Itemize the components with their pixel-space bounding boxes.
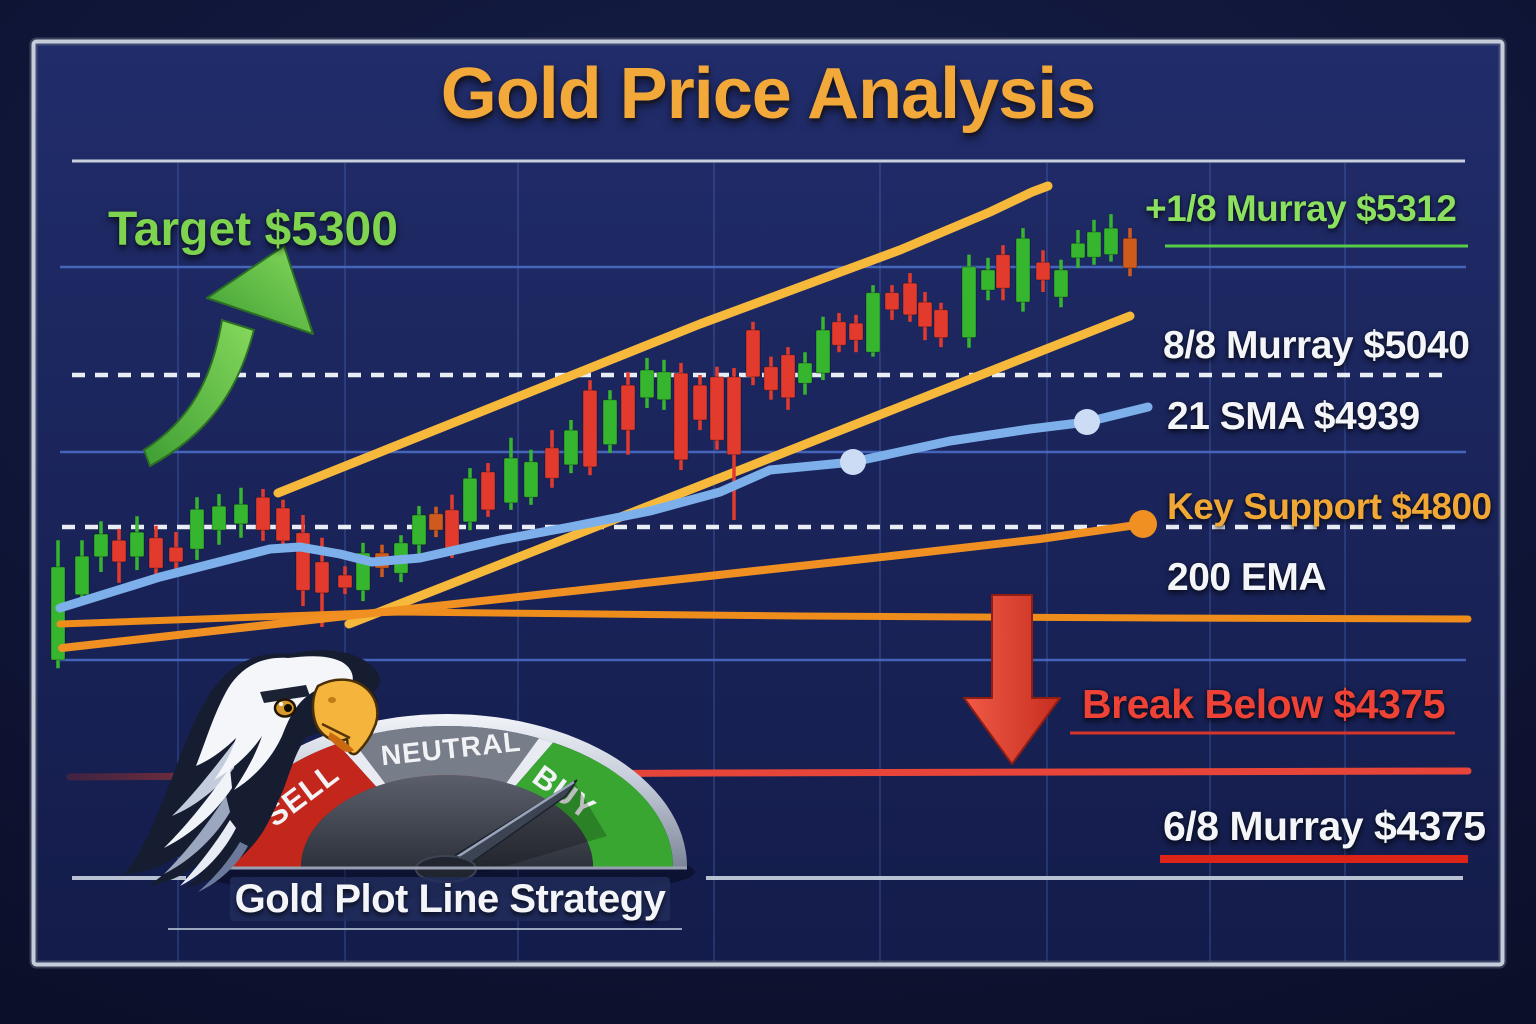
beak-nostril — [328, 697, 336, 703]
gauge-inner-dial — [301, 775, 593, 867]
frame-border — [31, 39, 1505, 967]
level-label-21-sma: 21 SMA $4939 — [1167, 395, 1420, 438]
gauge-band-divider — [506, 738, 554, 786]
candle-up — [1086, 219, 1102, 265]
candle-up — [1070, 229, 1086, 268]
candle-up — [523, 449, 539, 505]
down-arrow-icon — [963, 594, 1061, 765]
candle-down — [745, 321, 761, 386]
trend-channel-lines — [273, 181, 1135, 629]
candle-down — [692, 375, 708, 431]
candle-up — [189, 497, 205, 560]
level-label-200-ema: 200 EMA — [1167, 556, 1327, 599]
key-support-line-dot — [1129, 510, 1157, 538]
level-label-break-below: Break Below $4375 — [1082, 681, 1446, 727]
candle-down — [780, 347, 796, 410]
candle-down — [544, 430, 560, 488]
candle-up — [865, 285, 881, 357]
sma21-line — [55, 402, 1153, 613]
candle-up — [656, 359, 672, 410]
candle-down — [831, 312, 847, 353]
candle-down — [255, 489, 271, 541]
sma21-line-dot — [1074, 409, 1100, 435]
label-underlines — [1070, 244, 1468, 863]
candle-up — [1103, 214, 1119, 262]
candle-down — [995, 245, 1011, 301]
candle-up — [639, 357, 655, 408]
eagle-brow — [260, 685, 310, 703]
candle-up — [1015, 228, 1031, 312]
candle-up — [74, 540, 90, 602]
candle-down — [1122, 228, 1138, 277]
candle-up — [462, 468, 478, 531]
candle-up — [980, 257, 996, 301]
divider-lines — [72, 159, 1465, 930]
dashed-level-lines — [62, 372, 1460, 530]
candle-down — [337, 566, 353, 595]
candle-down — [902, 273, 918, 322]
candle-up — [93, 521, 109, 572]
candle-down — [428, 506, 444, 538]
candle-down — [148, 525, 164, 581]
strategy-label: Gold Plot Line Strategy — [234, 876, 666, 921]
candle-down — [848, 314, 864, 353]
sma21-line-dot — [840, 449, 866, 475]
candle-down — [933, 302, 949, 348]
candle-up — [1053, 259, 1069, 308]
level-label-6-8-murray: 6/8 Murray $4375 — [1163, 803, 1486, 849]
eagle-eye — [273, 698, 297, 718]
eagle-head — [196, 656, 353, 790]
up-arrow-icon — [142, 245, 314, 468]
gauge-band-neutral — [351, 726, 539, 784]
gauge-dial-face — [301, 775, 593, 867]
needle-highlight — [450, 780, 575, 863]
candle-down — [582, 380, 598, 476]
candle-up — [211, 494, 227, 545]
candle-up — [815, 316, 831, 381]
channel-lower-line — [344, 311, 1135, 629]
eagle-logo — [124, 650, 380, 892]
candle-down — [275, 499, 291, 552]
candle-down — [111, 528, 127, 583]
candle-down — [726, 368, 742, 521]
candle-up — [503, 437, 519, 510]
key-support-line — [58, 520, 1147, 652]
candle-down — [709, 366, 725, 450]
candle-down — [917, 292, 933, 341]
gauge-band-buy — [515, 742, 673, 867]
candle-up — [411, 506, 427, 555]
strategy-banner: Gold Plot Line Strategy — [230, 877, 670, 921]
page-title: Gold Price Analysis — [440, 54, 1097, 134]
ema200-line — [56, 608, 1472, 628]
level-label-plus-1-8-murray: +1/8 Murray $5312 — [1145, 188, 1457, 229]
candle-up — [129, 516, 145, 571]
candle-down — [480, 463, 496, 517]
level-label-8-8-murray: 8/8 Murray $5040 — [1163, 324, 1470, 367]
candle-up — [563, 419, 579, 474]
channel-upper-line — [273, 181, 1053, 498]
candle-up — [602, 390, 618, 453]
candle-down — [1035, 250, 1051, 293]
candle-up — [233, 487, 249, 538]
level-label-key-support: Key Support $4800 — [1167, 486, 1492, 527]
candle-down — [763, 356, 779, 400]
moving-average-lines — [55, 402, 1472, 652]
candle-up — [961, 254, 977, 348]
candle-down — [673, 362, 689, 471]
candle-down — [620, 371, 636, 455]
candle-up — [797, 352, 813, 395]
target-label: Target $5300 — [108, 203, 398, 256]
candle-down — [884, 285, 900, 320]
